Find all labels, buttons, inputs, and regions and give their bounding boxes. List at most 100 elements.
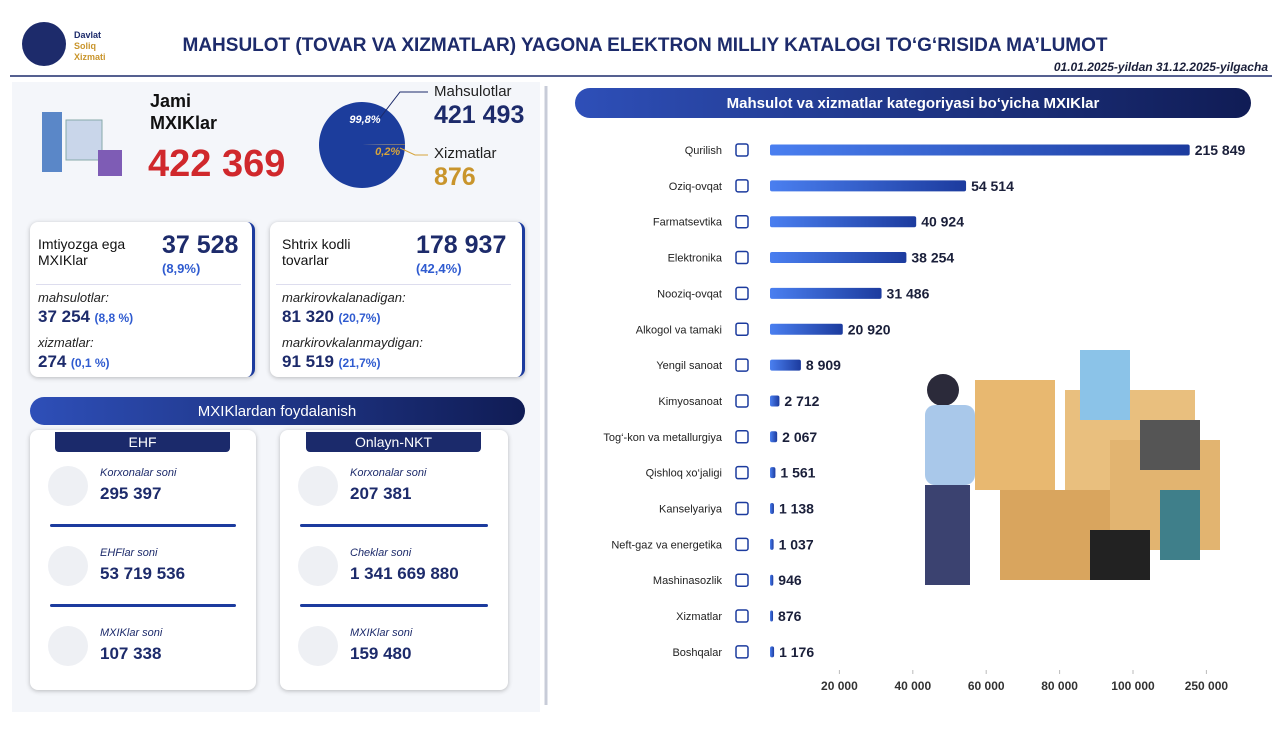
- x-tick-label: 250 000: [1185, 679, 1229, 693]
- item-label: markirovkalanadigan:: [282, 290, 406, 305]
- pie-label: 0,2%: [375, 146, 400, 158]
- category-label: Tog‘-kon va metallurgiya: [603, 432, 722, 444]
- category-label: Mashinasozlik: [653, 575, 723, 587]
- category-label: Yengil sanoat: [656, 360, 722, 372]
- item-value: 207 381: [350, 484, 412, 503]
- item-value: 107 338: [100, 644, 162, 663]
- value-label: 1 176: [779, 644, 814, 660]
- item-icon: [48, 466, 88, 506]
- total-label: Jami MXIKlar: [150, 91, 218, 133]
- category-label: Alkogol va tamaki: [636, 324, 722, 336]
- period: 01.01.2025-yildan 31.12.2025-yilgacha: [1053, 60, 1268, 74]
- item-value: 1 341 669 880: [350, 564, 459, 583]
- card-title: Imtiyozga ega MXIKlar: [38, 236, 126, 268]
- bar: [770, 323, 843, 335]
- x-tick-label: 80 000: [1041, 679, 1078, 693]
- bar: [770, 610, 774, 622]
- item-icon: [298, 626, 338, 666]
- bar: [770, 431, 778, 443]
- panel-tab: EHF: [55, 432, 230, 452]
- logo-emblem: [22, 22, 66, 66]
- pie-slice: [362, 144, 405, 145]
- value-label: 31 486: [887, 285, 930, 301]
- item-label: EHFlar soni: [100, 547, 158, 559]
- x-tick-label: 100 000: [1111, 679, 1155, 693]
- card-value: 178 937: [416, 231, 507, 259]
- category-icon: [735, 214, 749, 229]
- card-share: (8,9%): [162, 261, 201, 276]
- category-icon: [735, 573, 749, 587]
- item-rule: [50, 604, 236, 607]
- value-label: 876: [778, 608, 802, 624]
- category-label: Farmatsevtika: [653, 217, 723, 229]
- item-share: (8,8 %): [94, 311, 134, 325]
- bar: [770, 538, 774, 550]
- card-rule: [36, 284, 241, 285]
- card-rule: [276, 284, 511, 285]
- category-label: Kimyosanoat: [658, 396, 722, 408]
- category-label: Nooziq-ovqat: [657, 288, 722, 300]
- bar: [770, 395, 780, 407]
- x-tick-label: 20 000: [821, 679, 858, 693]
- item-rule: [300, 524, 488, 527]
- category-icon: [735, 394, 749, 408]
- bar: [770, 287, 882, 299]
- item-label: Cheklar soni: [350, 547, 412, 559]
- category-icon: [735, 465, 749, 480]
- bar-chart: 20 000 40 000 60 000 80 000 100 000 250 000 Qu…: [603, 142, 1245, 693]
- category-label: Oziq-ovqat: [669, 181, 722, 193]
- logo-line: Davlat: [74, 30, 102, 40]
- category-icon: [735, 537, 749, 552]
- item-rule: [300, 604, 488, 607]
- products-label: Mahsulotlar: [434, 83, 512, 100]
- item-value: 91 519: [282, 352, 334, 371]
- category-label: Neft-gaz va energetika: [611, 539, 723, 551]
- products-value: 421 493: [434, 101, 525, 129]
- card-title: Shtrix kodli tovarlar: [282, 236, 351, 268]
- illustration: [42, 112, 1220, 585]
- item-label: xizmatlar:: [38, 335, 94, 350]
- item-label: MXIKlar soni: [100, 627, 163, 639]
- value-label: 1 561: [780, 465, 815, 481]
- logo-line: Xizmati: [74, 52, 106, 62]
- category-icon: [735, 322, 749, 336]
- item-share: (20,7%): [338, 311, 381, 325]
- value-label: 20 920: [848, 321, 891, 337]
- bar: [770, 359, 801, 371]
- card-value: 37 528: [162, 231, 239, 259]
- logo-text: Davlat Soliq Xizmati: [74, 30, 106, 63]
- item-icon: [48, 626, 88, 666]
- pie-slice: [319, 102, 405, 189]
- item-value: 81 320: [282, 307, 334, 326]
- item: 81 320 (20,7%): [282, 307, 380, 327]
- category-label: Boshqalar: [672, 647, 722, 659]
- category-label: Kanselyariya: [659, 504, 723, 516]
- card: Imtiyozga ega MXIKlar 37 528 (8,9%) mahs…: [30, 222, 255, 377]
- value-label: 215 849: [1195, 142, 1246, 158]
- category-icon: [735, 645, 749, 659]
- item-share: (0,1 %): [70, 356, 110, 370]
- page-title: MAHSULOT (TOVAR VA XIZMATLAR) YAGONA ELE…: [182, 35, 1108, 56]
- pie-label: 99,8%: [349, 114, 380, 126]
- value-label: 54 514: [971, 178, 1014, 194]
- usage-title: MXIKlardan foydalanish: [198, 403, 356, 420]
- usage-panel: Onlayn-NKT Korxonalar soni 207 381 Cheklar …: [280, 430, 508, 690]
- category-icon: [735, 179, 749, 193]
- item-label: Korxonalar soni: [100, 467, 177, 479]
- bar: [770, 180, 967, 192]
- bar-title-banner: [575, 88, 1251, 118]
- category-label: Qishloq xo‘jaligi: [646, 468, 722, 480]
- item-value: 37 254: [38, 307, 90, 326]
- item-icon: [298, 546, 338, 586]
- category-icon: [735, 250, 749, 265]
- card-share: (42,4%): [416, 261, 462, 276]
- category-icon: [735, 286, 749, 301]
- item-label: markirovkalanmaydigan:: [282, 335, 423, 350]
- category-icon: [735, 609, 749, 623]
- item-icon: [298, 466, 338, 506]
- value-label: 1 037: [779, 536, 814, 552]
- category-icon: [735, 501, 749, 516]
- bar: [770, 646, 775, 658]
- usage-panel: EHF Korxonalar soni 295 397 EHFlar soni 53 7…: [30, 430, 256, 690]
